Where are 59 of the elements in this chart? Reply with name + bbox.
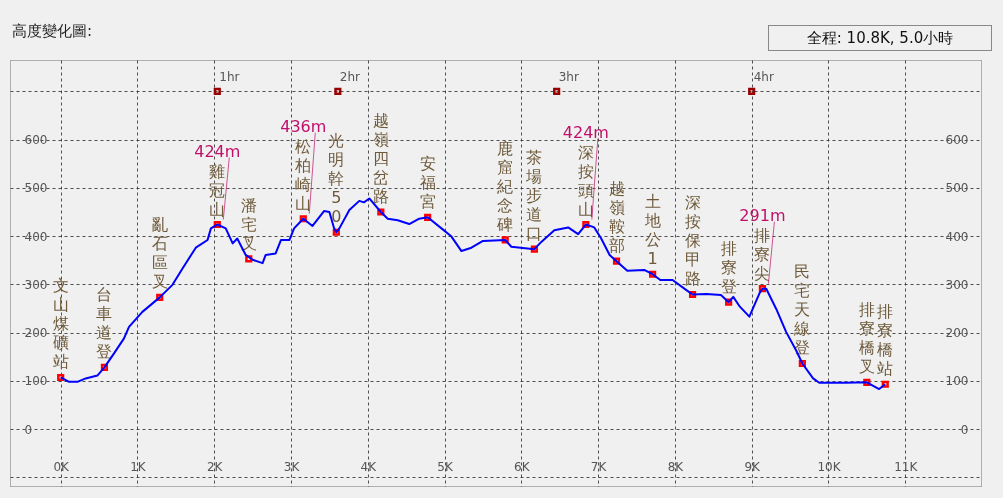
data-label: 越嶺鞍部 <box>608 179 625 256</box>
y2-tick-label: 400 <box>945 229 969 244</box>
annotation: 2hr <box>339 70 361 85</box>
annotation: 291m <box>739 205 786 225</box>
y-tick-label: 400 <box>24 229 48 244</box>
data-label: 光明幹50 <box>328 131 345 227</box>
chart-subtitle: 全程: 10.8K, 5.0小時 <box>768 25 992 51</box>
annotation: 424m <box>562 122 609 142</box>
point <box>553 87 561 95</box>
y2-tick-label: 300 <box>945 277 969 292</box>
x-tick-label: 10K <box>817 459 842 474</box>
data-label: 文山煤礦站 <box>52 276 69 372</box>
data-label: 排寮登 <box>720 239 737 297</box>
data-label: 深按保甲路 <box>684 193 701 289</box>
point <box>748 87 756 95</box>
data-label: 亂石區叉 <box>151 215 168 292</box>
x-tick-label: 4K <box>360 459 378 474</box>
annotation: 436m <box>280 116 327 136</box>
y2-tick-label: 100 <box>945 374 969 389</box>
y-tick-label: 300 <box>24 277 48 292</box>
y2-tick-label: 200 <box>945 326 969 341</box>
y-tick-label: 500 <box>24 181 48 196</box>
annotation: 4hr <box>753 70 774 85</box>
chart-title: 高度變化圖: <box>12 22 93 41</box>
point <box>334 87 342 95</box>
data-label: 松柏崎山 <box>294 136 312 213</box>
point <box>213 87 221 95</box>
data-label: 排寮橋站 <box>877 302 894 379</box>
x-tick-label: 8K <box>667 459 685 474</box>
data-label: 鹿窟紀念碑 <box>496 138 514 234</box>
y-tick-label: 0 <box>24 422 33 437</box>
x-tick-label: 7K <box>590 459 608 474</box>
y2-tick-label: 500 <box>945 181 969 196</box>
data-label: 茶場步道口 <box>525 148 543 244</box>
data-label: 安福宮 <box>419 154 436 212</box>
x-tick-label: 0K <box>53 459 71 474</box>
y2-tick-label: 600 <box>945 133 969 148</box>
data-label: 台車道登 <box>96 285 113 362</box>
x-tick-label: 5K <box>437 459 454 474</box>
y-tick-label: 100 <box>24 374 48 389</box>
annotation: 3hr <box>558 70 579 85</box>
data-label: 土地公1 <box>643 192 661 269</box>
data-label: 民宅天線登 <box>793 262 811 358</box>
y-tick-label: 600 <box>24 133 48 148</box>
data-label: 排寮橋叉 <box>858 300 875 377</box>
data-label: 深按頭山 <box>577 142 594 219</box>
data-label: 越嶺四岔路 <box>372 110 389 206</box>
x-tick-label: 2K <box>206 459 224 474</box>
x-tick-label: 3K <box>283 459 301 474</box>
data-label: 排寮尖 <box>754 225 771 283</box>
data-label: 潘宅叉 <box>240 195 257 253</box>
data-label: 雞冠山 <box>209 161 226 219</box>
y-tick-label: 200 <box>24 326 48 341</box>
x-tick-label: 9K <box>744 459 762 474</box>
x-tick-label: 1K <box>130 459 147 474</box>
annotation: 424m <box>194 141 241 161</box>
annotation: 1hr <box>219 70 240 85</box>
x-tick-label: 6K <box>514 459 531 474</box>
y2-tick-label: 0 <box>960 422 969 437</box>
